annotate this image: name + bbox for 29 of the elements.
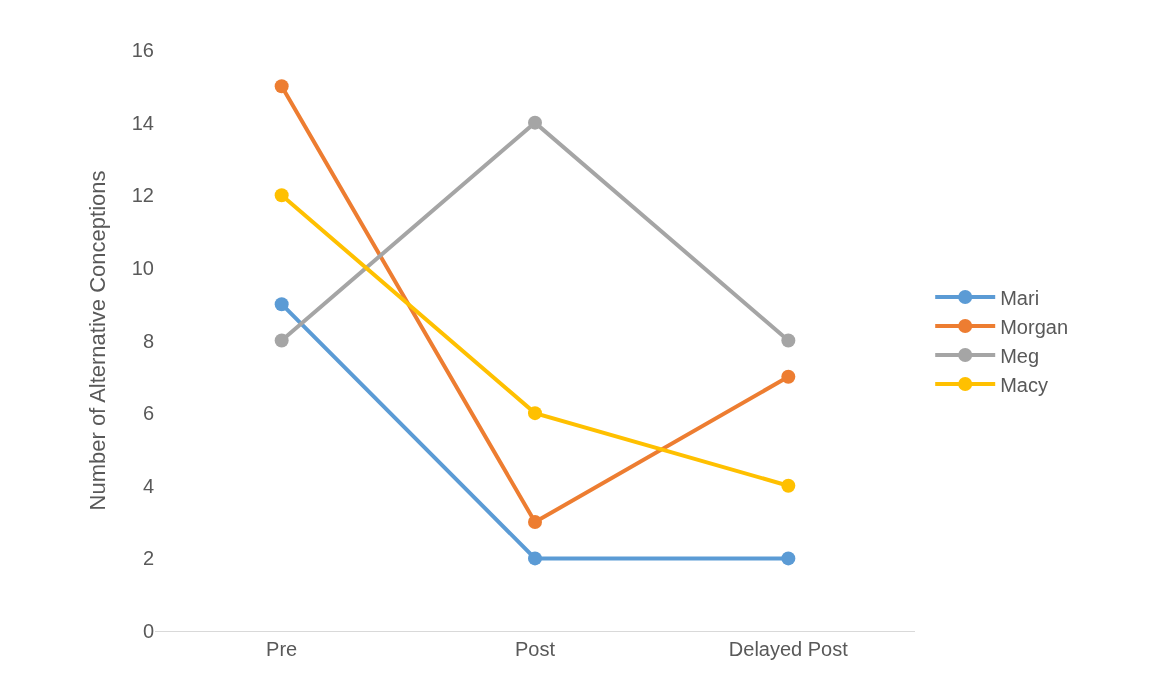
y-tick-label: 10 <box>131 256 154 279</box>
x-tick-label: Delayed Post <box>728 638 849 660</box>
y-tick-label: 12 <box>131 184 154 207</box>
point <box>528 115 542 130</box>
point <box>274 333 289 348</box>
y-tick-label: 0 <box>142 620 154 642</box>
point <box>528 551 542 566</box>
legend-label: Meg <box>1000 344 1040 367</box>
y-tick-label: 14 <box>131 111 154 134</box>
y-tick-label: 6 <box>142 402 154 425</box>
y-tick-label: 8 <box>142 329 154 352</box>
legend-label: Mari <box>1000 286 1040 309</box>
y-tick-label: 16 <box>131 39 154 61</box>
point <box>781 333 796 348</box>
point <box>781 551 796 566</box>
y-tick-label: 2 <box>142 547 154 570</box>
point <box>528 406 542 421</box>
point <box>528 515 542 530</box>
point <box>274 297 289 312</box>
point <box>274 79 289 94</box>
point <box>781 478 796 493</box>
x-tick-label: Pre <box>266 638 298 660</box>
y-axis-title: Number of Alternative Conceptions <box>84 170 110 511</box>
legend-label: Morgan <box>1000 315 1069 338</box>
legend-label: Macy <box>1000 373 1048 396</box>
y-tick-label: 4 <box>142 474 154 497</box>
point <box>274 188 289 203</box>
point <box>781 369 796 384</box>
x-tick-label: Post <box>514 638 556 660</box>
